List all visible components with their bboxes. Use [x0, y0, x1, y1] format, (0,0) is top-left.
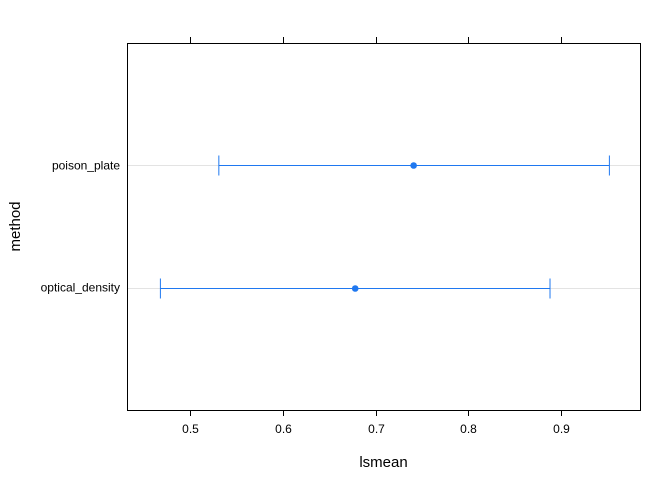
x-axis-tick-labels: 0.5 0.6 0.7 0.8 0.9 — [182, 422, 570, 436]
x-axis-ticks-top — [190, 37, 562, 43]
series-intervals — [159, 155, 610, 299]
x-tick-label: 0.8 — [460, 422, 477, 436]
x-axis-ticks-bottom — [190, 410, 562, 416]
x-tick-label: 0.7 — [368, 422, 385, 436]
x-tick-label: 0.5 — [182, 422, 199, 436]
estimate-point-poison_plate — [410, 162, 417, 169]
reference-lines — [127, 165, 640, 289]
x-tick-label: 0.9 — [553, 422, 570, 436]
estimate-point-optical_density — [351, 285, 359, 292]
y-axis-tick-labels: optical_density poison_plate — [41, 158, 121, 294]
y-axis-title: method — [7, 201, 24, 251]
y-tick-label-poison_plate: poison_plate — [52, 158, 120, 172]
x-tick-label: 0.6 — [275, 422, 292, 436]
x-axis-title: lsmean — [359, 454, 407, 471]
plot-frame — [127, 43, 641, 411]
y-tick-label-optical_density: optical_density — [41, 281, 120, 295]
